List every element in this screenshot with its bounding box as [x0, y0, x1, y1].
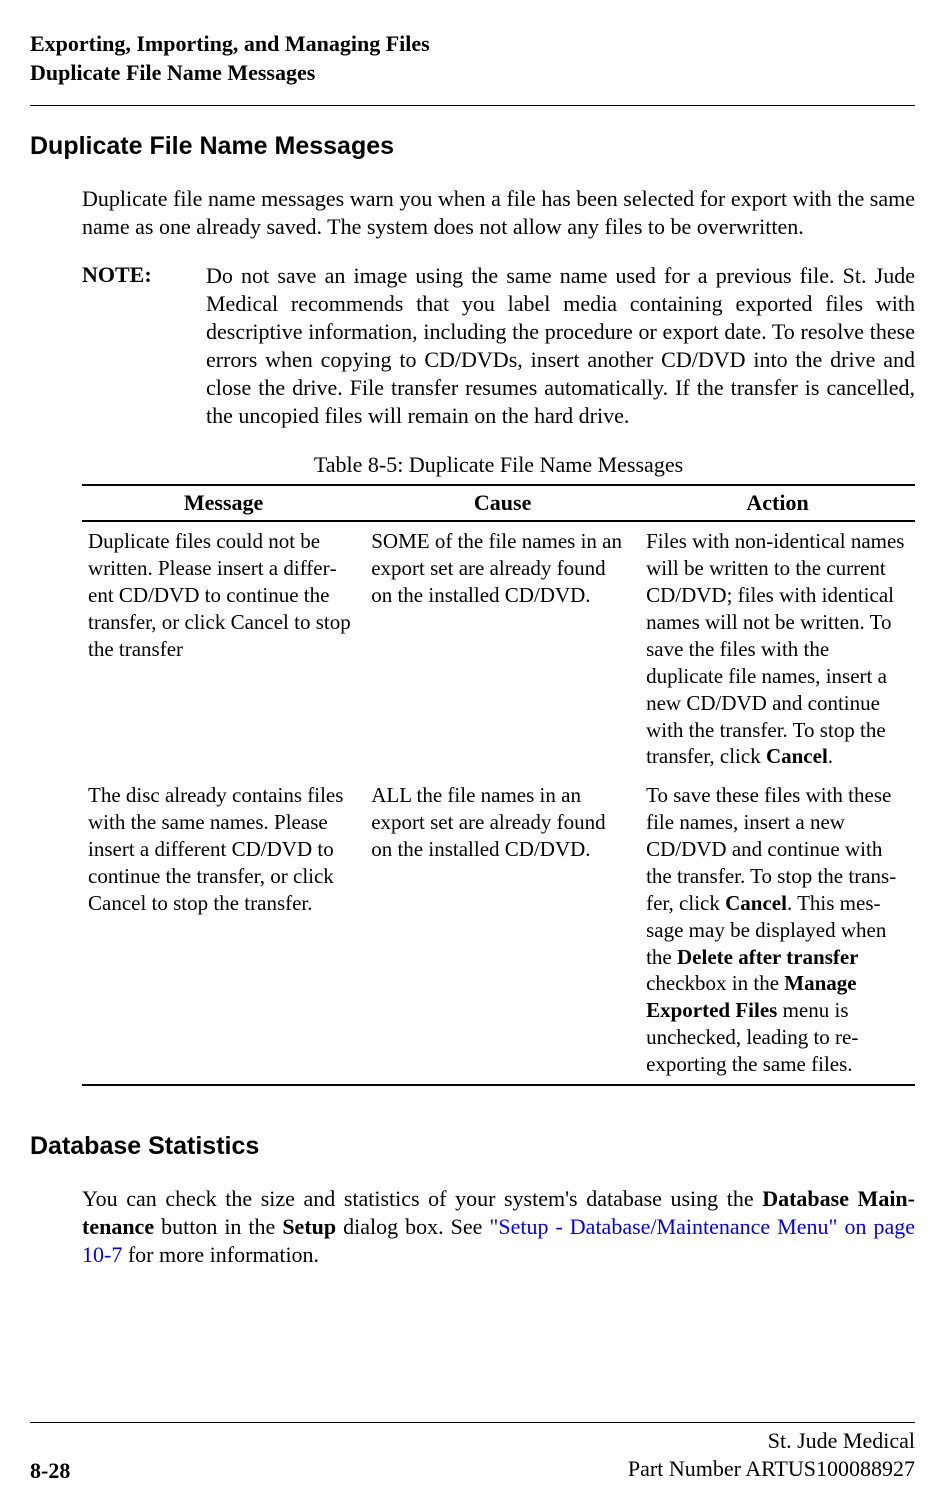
duplicate-messages-table: Message Cause Action Duplicate files cou…	[82, 484, 915, 1086]
cell-message: Duplicate files could not be written. Pl…	[82, 521, 365, 776]
cell-message: The disc already contains files with the…	[82, 776, 365, 1085]
header-divider	[30, 105, 915, 106]
footer-part-number: Part Number ARTUS100088927	[628, 1455, 915, 1484]
page-number: 8-28	[30, 1458, 70, 1484]
table-caption: Table 8-5: Duplicate File Name Messages	[82, 452, 915, 478]
table-row: Duplicate files could not be written. Pl…	[82, 521, 915, 776]
heading-database-statistics: Database Statistics	[30, 1132, 915, 1161]
footer-company: St. Jude Medical	[628, 1427, 915, 1456]
cell-cause: SOME of the file names in an export set …	[365, 521, 640, 776]
table-row: The disc already contains files with the…	[82, 776, 915, 1085]
col-header-message: Message	[82, 485, 365, 521]
header-section-title: Duplicate File Name Messages	[30, 59, 915, 88]
cross-reference-link[interactable]: "Setup - Database/Maintenance Menu" on	[489, 1214, 866, 1239]
cell-cause: ALL the file names in an export set are …	[365, 776, 640, 1085]
table-header-row: Message Cause Action	[82, 485, 915, 521]
note-text: Do not save an image using the same name…	[206, 262, 915, 431]
col-header-action: Action	[640, 485, 915, 521]
cell-action: Files with non-identical names will be w…	[640, 521, 915, 776]
database-statistics-paragraph: You can check the size and statistics of…	[82, 1185, 915, 1269]
cell-action: To save these files with these file name…	[640, 776, 915, 1085]
intro-paragraph: Duplicate file name messages warn you wh…	[82, 185, 915, 241]
note-block: NOTE: Do not save an image using the sam…	[82, 262, 915, 431]
heading-duplicate-file-name-messages: Duplicate File Name Messages	[30, 132, 915, 161]
note-label: NOTE:	[82, 262, 172, 431]
footer-divider	[30, 1422, 915, 1423]
page-footer: 8-28 St. Jude Medical Part Number ARTUS1…	[30, 1422, 915, 1484]
header-chapter-title: Exporting, Importing, and Managing Files	[30, 30, 915, 59]
col-header-cause: Cause	[365, 485, 640, 521]
